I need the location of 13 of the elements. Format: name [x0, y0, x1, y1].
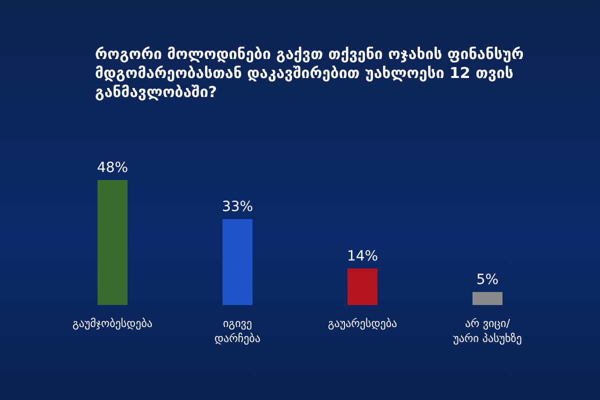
data-label: 14% — [346, 248, 378, 265]
data-label: 48% — [96, 160, 128, 176]
x-tick-label: გაუარესდება — [328, 317, 398, 330]
x-tick-label: არ ვიცი/ უარი პასუხზე — [453, 317, 522, 345]
chart-title: როგორი მოლოდინები გაქვთ თქვენი ოჯახის ფინანსურ მდგომარეობასთან დაკავშირებით უახლოესი 12 თვის განმავლობაში? — [95, 45, 525, 102]
bar — [472, 292, 502, 305]
x-tick-label: გაუმჯობესდება — [72, 317, 153, 330]
bar — [98, 180, 128, 305]
bar — [222, 219, 252, 305]
data-label: 33% — [222, 199, 254, 216]
bar — [348, 268, 378, 305]
x-tick-label: იგივე დარჩება — [214, 317, 261, 345]
data-label: 5% — [476, 272, 499, 288]
